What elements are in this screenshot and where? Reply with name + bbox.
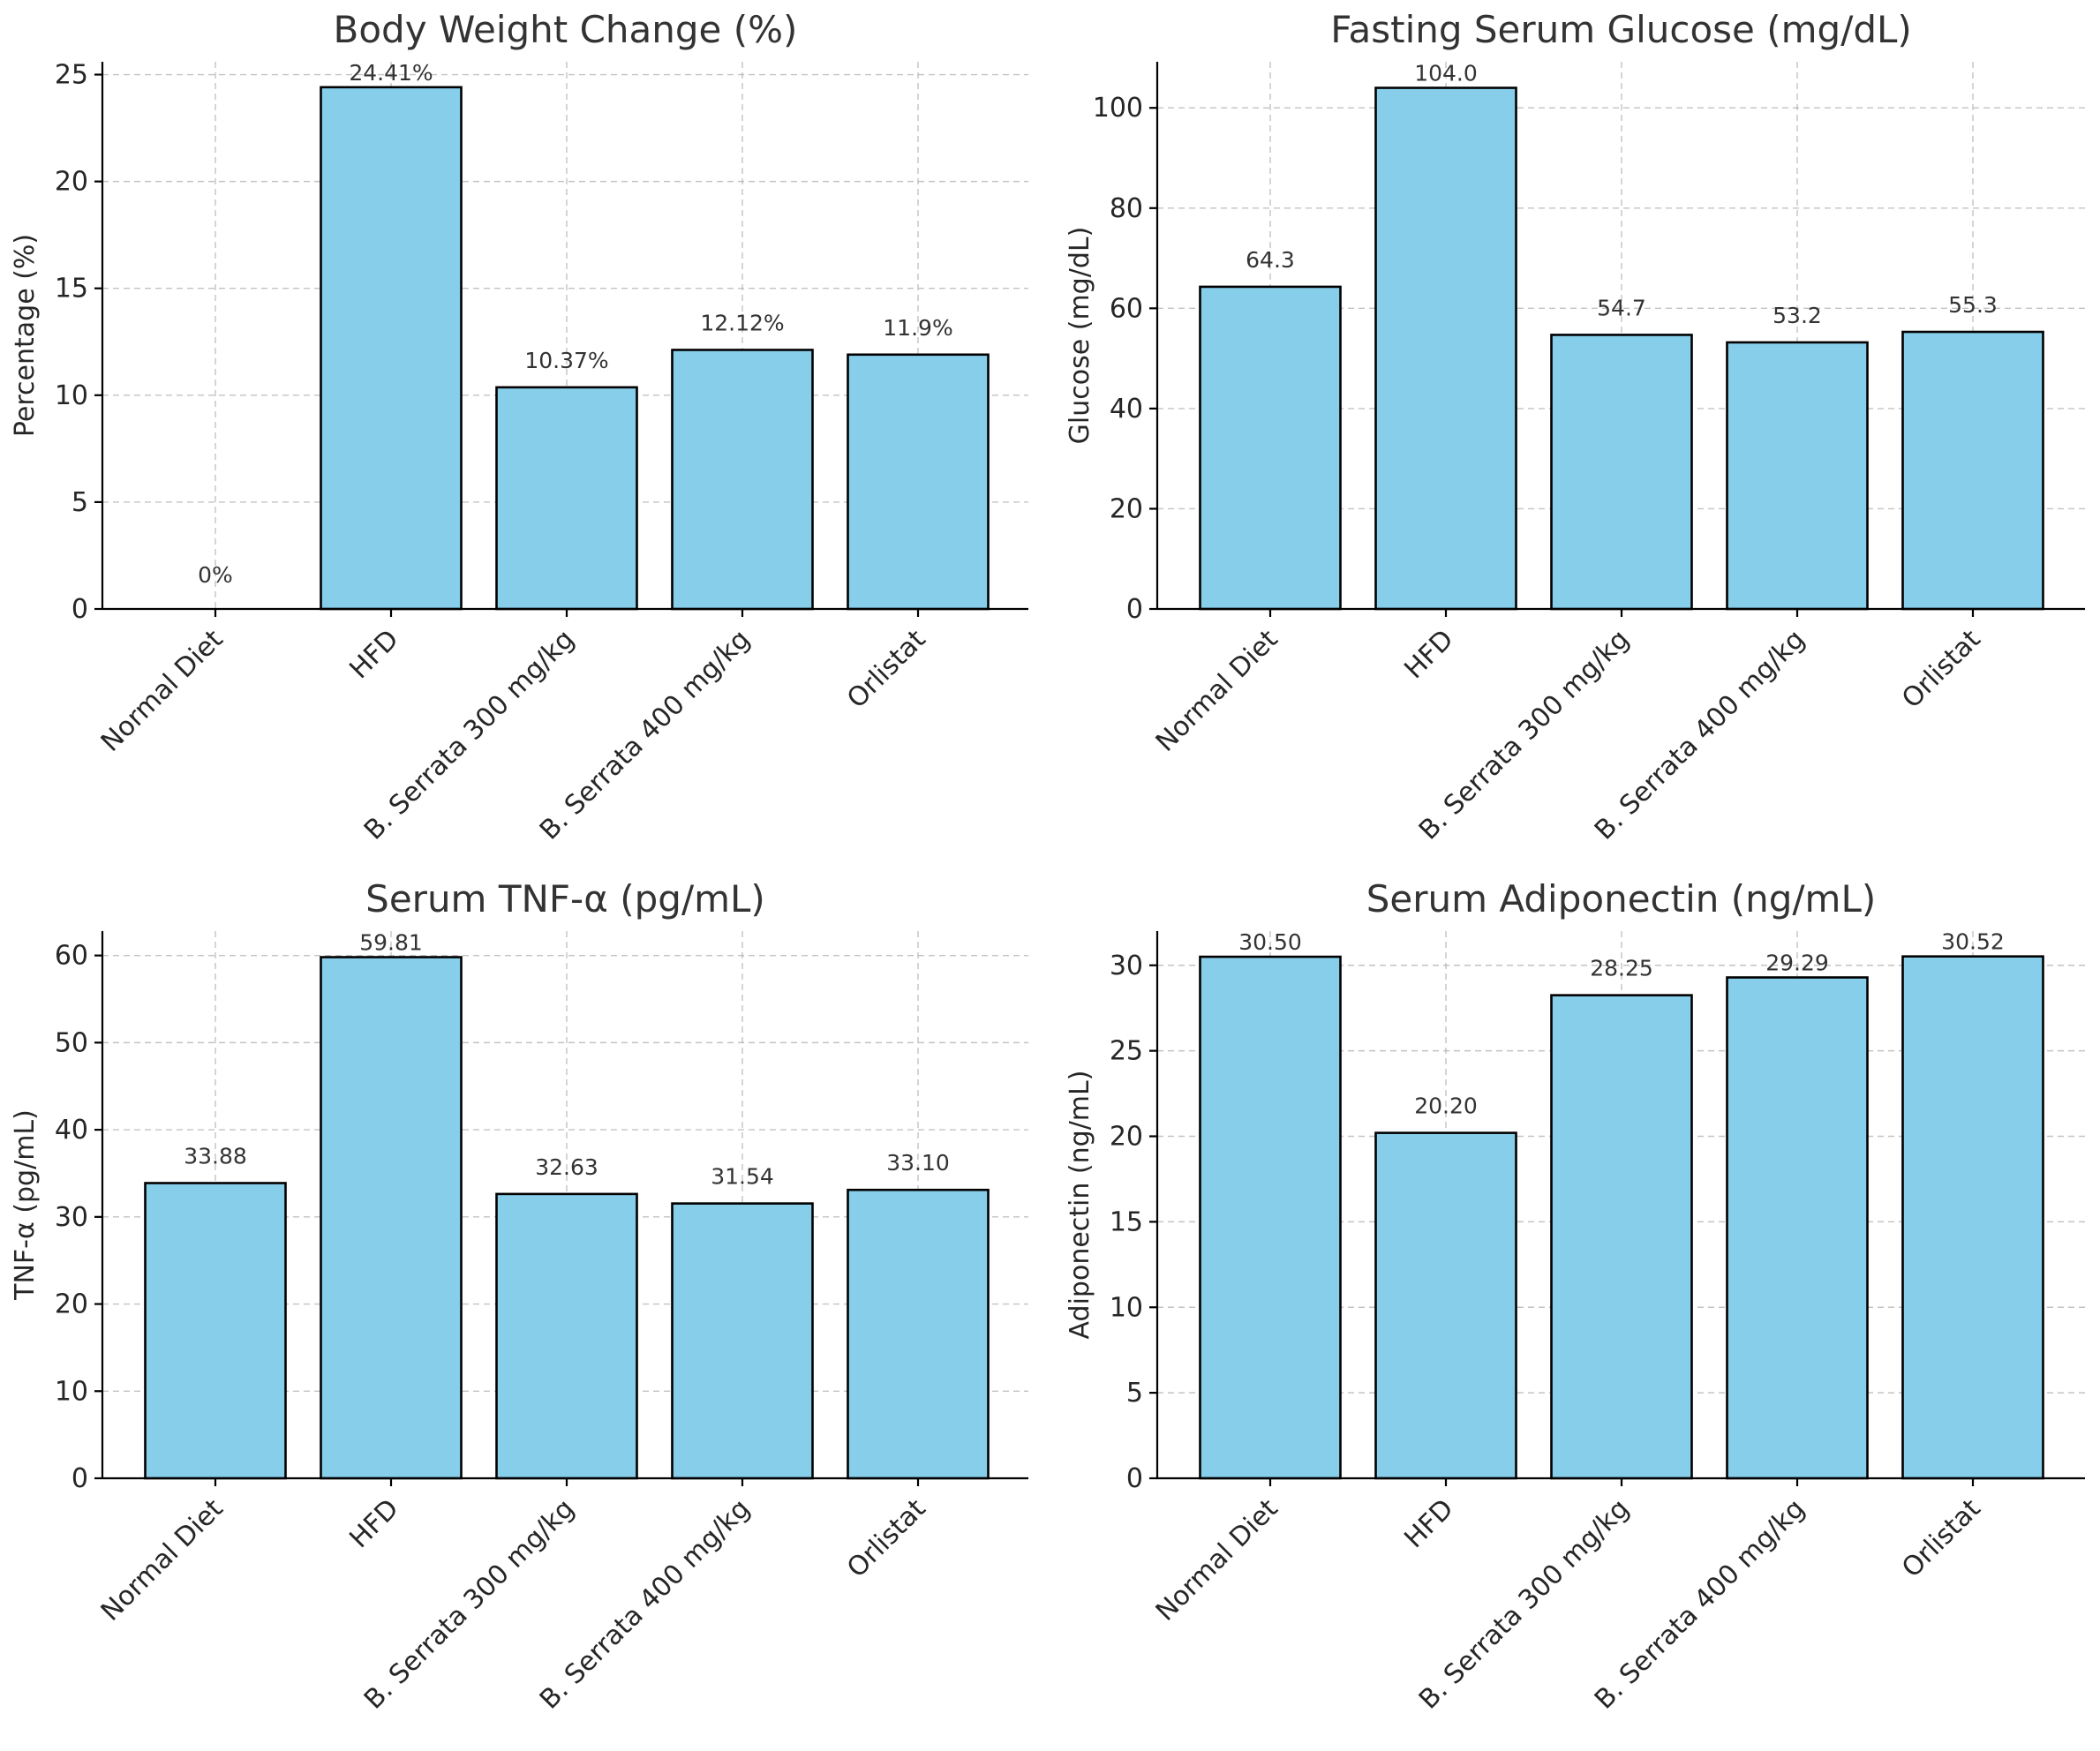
data-label: 11.9%	[883, 315, 952, 341]
x-tick-label: Normal Diet	[95, 1493, 230, 1627]
y-tick-label: 15	[1110, 1206, 1143, 1237]
chart-panel-3: 33.88 59.81 32.63 31.54 33.10 0 10 20 30 40 50 60 No…	[10, 877, 1028, 1716]
y-tick-label: 20	[1110, 1122, 1143, 1153]
y-axis-label: Percentage (%)	[10, 234, 41, 437]
bar	[144, 1182, 287, 1480]
data-label: 55.3	[1948, 292, 1998, 318]
data-label: 53.2	[1773, 303, 1822, 328]
y-tick-label: 10	[55, 1376, 88, 1407]
x-tick-label: HFD	[1398, 624, 1459, 685]
bar	[495, 386, 638, 611]
bar	[320, 956, 463, 1480]
y-tick-label: 15	[55, 274, 88, 304]
chart-title: Serum Adiponectin (ng/mL)	[1366, 877, 1877, 921]
data-label: 104.0	[1414, 61, 1478, 86]
bar	[1199, 285, 1342, 611]
y-tick-label: 30	[1110, 951, 1143, 981]
y-tick-label: 25	[1110, 1036, 1143, 1067]
y-tick-label: 0	[72, 594, 88, 625]
chart-panel-1: 0% 24.41% 10.37% 12.12% 11.9% 0 5 10 15 20 25 Norma…	[10, 8, 1028, 846]
bar	[671, 349, 814, 611]
chart-panel-2: 64.3 104.0 54.7 53.2 55.3 0 20 40 60 80 100 Normal …	[1065, 8, 2085, 846]
chart-title: Fasting Serum Glucose (mg/dL)	[1330, 8, 1912, 51]
y-tick-label: 80	[1110, 193, 1143, 224]
data-label: 59.81	[359, 930, 423, 956]
bar	[1901, 955, 2044, 1480]
data-label: 24.41%	[349, 60, 433, 86]
bar	[1550, 994, 1693, 1480]
bar	[1901, 330, 2044, 611]
bar	[847, 353, 990, 611]
x-tick-label: Orlistat	[841, 1493, 932, 1584]
data-label: 64.3	[1246, 247, 1295, 273]
y-tick-label: 0	[1126, 594, 1143, 625]
data-label: 28.25	[1590, 956, 1653, 981]
bar	[1374, 86, 1517, 611]
y-tick-label: 5	[1126, 1378, 1143, 1409]
data-label: 33.88	[184, 1144, 247, 1169]
y-tick-label: 60	[1110, 293, 1143, 324]
y-tick-label: 40	[55, 1115, 88, 1146]
y-tick-label: 40	[1110, 394, 1143, 425]
y-tick-label: 30	[55, 1202, 88, 1233]
y-tick-label: 0	[1126, 1463, 1143, 1494]
data-label: 33.10	[886, 1150, 950, 1176]
data-label: 0%	[198, 562, 233, 588]
y-tick-label: 20	[55, 1289, 88, 1320]
x-tick-label: HFD	[1398, 1493, 1459, 1554]
data-label: 30.50	[1238, 929, 1302, 955]
data-label: 30.52	[1941, 929, 2005, 955]
bar	[1374, 1131, 1517, 1480]
y-tick-label: 20	[1110, 493, 1143, 524]
chart-panel-4: 30.50 20.20 28.25 29.29 30.52 0 5 10 15 20 25 30 Nor…	[1065, 877, 2085, 1716]
y-tick-label: 100	[1093, 93, 1143, 124]
bar	[1726, 341, 1869, 611]
y-tick-label: 50	[55, 1027, 88, 1058]
y-tick-label: 20	[55, 167, 88, 198]
x-tick-label: Orlistat	[1896, 1493, 1987, 1584]
y-tick-label: 10	[1110, 1292, 1143, 1323]
data-label: 29.29	[1765, 951, 1829, 976]
data-label: 10.37%	[524, 348, 608, 373]
chart-title: Serum TNF-α (pg/mL)	[365, 877, 765, 921]
x-tick-label: Normal Diet	[1150, 1493, 1284, 1627]
y-tick-label: 0	[72, 1463, 88, 1494]
y-tick-label: 60	[55, 941, 88, 972]
x-tick-label: Normal Diet	[1150, 624, 1284, 758]
y-tick-label: 25	[55, 60, 88, 91]
y-axis-label: Adiponectin (ng/mL)	[1065, 1071, 1095, 1340]
bar	[1726, 976, 1869, 1480]
bar	[847, 1188, 990, 1480]
data-label: 12.12%	[700, 310, 784, 335]
data-label: 54.7	[1597, 295, 1646, 320]
y-axis-label: Glucose (mg/dL)	[1065, 227, 1095, 445]
bar	[1550, 334, 1693, 611]
x-tick-label: HFD	[343, 1493, 404, 1554]
x-tick-label: Orlistat	[841, 624, 932, 715]
data-label: 31.54	[711, 1164, 774, 1190]
x-tick-label: HFD	[343, 624, 404, 685]
x-tick-label: Normal Diet	[95, 624, 230, 758]
bar	[320, 86, 463, 611]
y-axis-label: TNF-α (pg/mL)	[10, 1109, 41, 1301]
x-tick-label: Orlistat	[1896, 624, 1987, 715]
chart-title: Body Weight Change (%)	[334, 8, 798, 51]
y-tick-label: 10	[55, 380, 88, 411]
bar	[1199, 955, 1342, 1480]
data-label: 32.63	[535, 1154, 598, 1180]
y-tick-label: 5	[72, 487, 88, 518]
bar	[495, 1192, 638, 1480]
bar	[671, 1202, 814, 1480]
data-label: 20.20	[1414, 1093, 1478, 1119]
